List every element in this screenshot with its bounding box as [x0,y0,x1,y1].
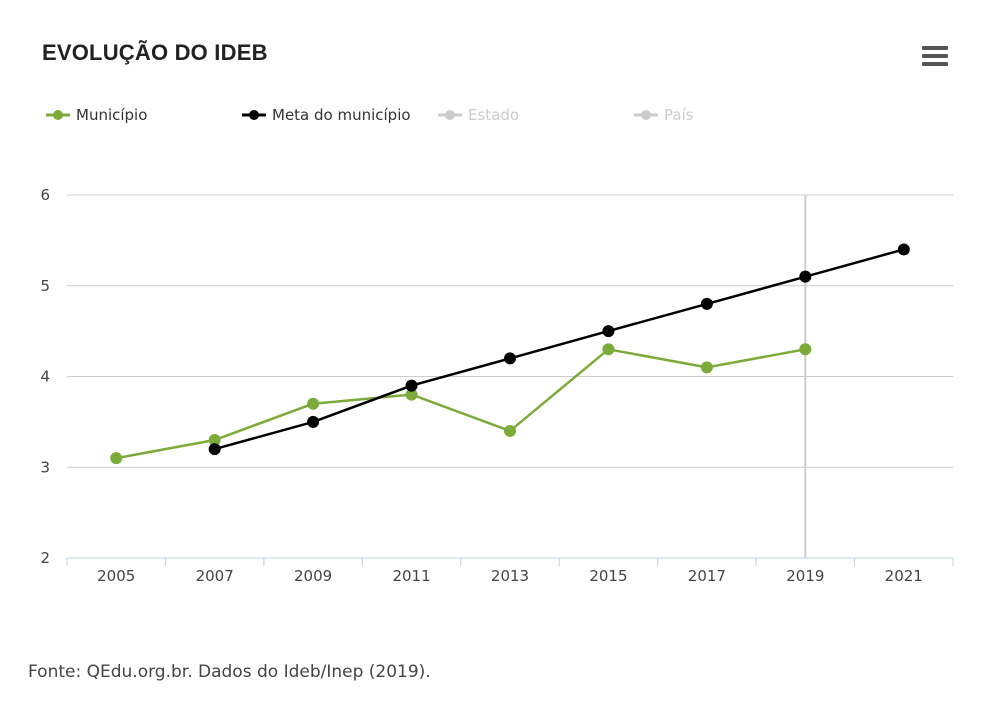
legend-item-meta[interactable]: Meta do município [242,104,411,126]
legend-item-pais[interactable]: País [634,104,694,126]
legend-label: País [664,106,694,124]
data-point-1-2011 [405,379,418,392]
data-point-1-2015 [602,325,615,338]
data-point-1-2009 [307,415,320,428]
hamburger-menu-icon[interactable] [918,44,952,70]
series-line-1 [214,248,905,451]
y-tick-label: 2 [40,549,50,567]
y-tick-label: 3 [40,458,50,476]
data-point-0-2019 [799,343,812,356]
legend-marker-meta-icon [242,110,266,120]
data-point-0-2007 [208,434,221,447]
menu-bar [922,54,948,58]
legend-marker-municipio-icon [46,110,70,120]
data-point-0-2015 [602,343,615,356]
series-line-0 [115,348,806,460]
menu-bar [922,62,948,66]
x-tick-label: 2015 [589,567,627,585]
y-tick-label: 5 [40,277,50,295]
data-point-1-2019 [799,270,812,283]
chart-title: EVOLUÇÃO DO IDEB [42,40,268,65]
menu-bar [922,46,948,50]
data-point-0-2009 [307,397,320,410]
line-chart: 2 3 4 5 6 2005 2007 2009 2011 2013 2015 2017 2019 202… [40,186,954,585]
data-point-0-2005 [110,452,123,465]
x-tick-label: 2005 [97,567,135,585]
data-point-1-2021 [897,243,910,256]
x-tick-label: 2013 [491,567,529,585]
x-tick-label: 2021 [885,567,923,585]
legend-item-municipio[interactable]: Município [46,104,147,126]
y-tick-label: 6 [40,186,50,204]
y-tick-label: 4 [40,368,50,386]
x-tick-label: 2011 [392,567,430,585]
data-point-0-2017 [700,361,713,374]
data-point-0-2013 [504,424,516,437]
data-point-1-2007 [208,443,221,456]
x-tick-label: 2017 [688,567,726,585]
data-point-1-2017 [700,297,713,310]
x-tick-label: 2007 [196,567,234,585]
x-tick-label: 2019 [786,567,824,585]
x-tick-label: 2009 [294,567,332,585]
legend-label: Estado [468,106,520,124]
legend-marker-pais-icon [634,110,658,120]
legend-label: Meta do município [272,106,411,124]
data-point-0-2011 [405,388,418,401]
legend-label: Município [76,106,148,124]
source-note: Fonte: QEdu.org.br. Dados do Ideb/Inep (… [28,662,431,682]
data-point-1-2013 [504,352,516,365]
legend-marker-estado-icon [438,110,462,120]
legend-item-estado[interactable]: Estado [438,104,519,126]
